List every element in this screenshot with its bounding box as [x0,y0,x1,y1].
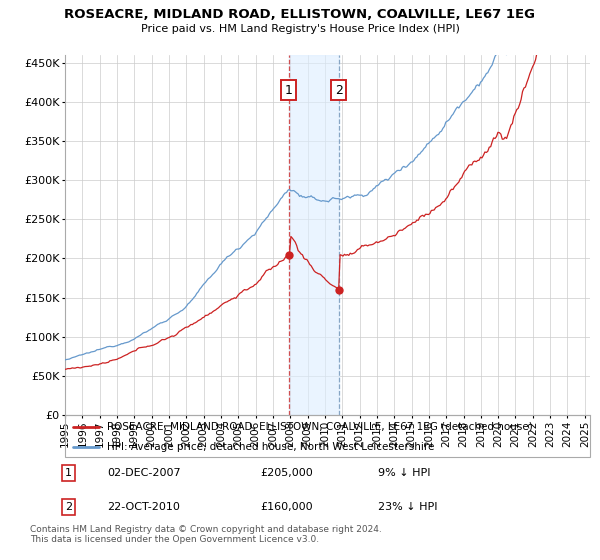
Text: 22-OCT-2010: 22-OCT-2010 [107,502,179,512]
Text: £160,000: £160,000 [261,502,313,512]
Text: Contains HM Land Registry data © Crown copyright and database right 2024.
This d: Contains HM Land Registry data © Crown c… [30,525,382,544]
Text: 23% ↓ HPI: 23% ↓ HPI [377,502,437,512]
Text: Price paid vs. HM Land Registry's House Price Index (HPI): Price paid vs. HM Land Registry's House … [140,24,460,34]
Text: 02-DEC-2007: 02-DEC-2007 [107,468,181,478]
Text: 2: 2 [335,83,343,97]
Text: ROSEACRE, MIDLAND ROAD, ELLISTOWN, COALVILLE, LE67 1EG (detached house): ROSEACRE, MIDLAND ROAD, ELLISTOWN, COALV… [107,422,533,432]
Text: ROSEACRE, MIDLAND ROAD, ELLISTOWN, COALVILLE, LE67 1EG: ROSEACRE, MIDLAND ROAD, ELLISTOWN, COALV… [65,8,536,21]
Text: 1: 1 [285,83,293,97]
Text: 9% ↓ HPI: 9% ↓ HPI [377,468,430,478]
Text: 1: 1 [65,468,72,478]
Text: 2: 2 [65,502,72,512]
Text: HPI: Average price, detached house, North West Leicestershire: HPI: Average price, detached house, Nort… [107,441,434,451]
Text: £205,000: £205,000 [261,468,314,478]
Bar [289,55,339,415]
